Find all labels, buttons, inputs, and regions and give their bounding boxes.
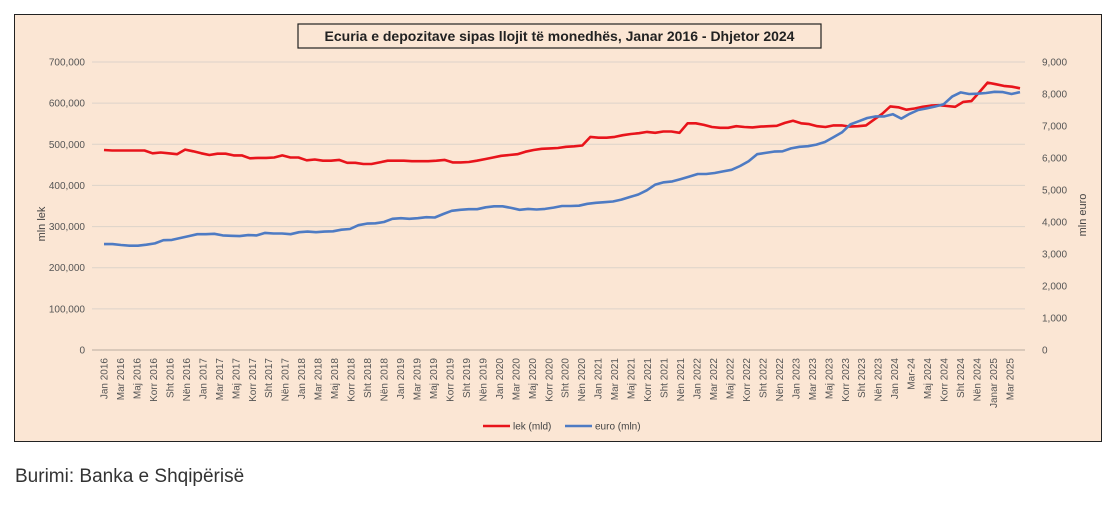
y-left-tick-label: 400,000 [49,181,86,192]
x-tick-label: Mar 2025 [1006,358,1017,401]
y-left-tick-label: 200,000 [49,263,86,274]
x-tick-label: Maj 2022 [725,358,736,400]
deposits-line-chart: Ecuria e depozitave sipas llojit të mone… [36,23,1089,433]
x-tick-label: Nën 2022 [775,358,786,402]
chart-title: Ecuria e depozitave sipas llojit të mone… [325,28,795,44]
y-axis-right: 0 1,000 2,000 3,000 4,000 5,000 6,000 7,000 8,00… [1042,58,1067,357]
x-tick-label: Mar 2020 [511,358,522,401]
x-tick-label: Mar 2022 [709,358,720,401]
x-tick-label: Mar-24 [907,358,918,390]
legend: lek (mld) euro (mln) [483,422,641,433]
x-tick-label: Janar 2025 [989,358,1000,408]
source-caption: Burimi: Banka e Shqipërisë [15,466,245,487]
y-right-tick-label: 8,000 [1042,90,1067,101]
x-tick-label: Sht 2017 [264,358,275,398]
x-tick-label: Maj 2017 [231,358,242,400]
x-tick-label: Korr 2020 [544,358,555,402]
x-tick-label: Jan 2020 [495,358,506,400]
x-tick-label: Mar 2016 [116,358,127,401]
x-tick-label: Sht 2022 [758,358,769,398]
y-axis-right-title: mln euro [1077,194,1089,237]
x-tick-label: Nën 2024 [973,358,984,402]
y-right-tick-label: 0 [1042,346,1048,357]
y-left-tick-label: 500,000 [49,140,86,151]
x-tick-label: Korr 2022 [742,358,753,402]
x-tick-label: Maj 2019 [429,358,440,400]
chart-title-box: Ecuria e depozitave sipas llojit të mone… [297,23,822,49]
x-tick-label: Sht 2020 [561,358,572,398]
x-tick-label: Jan 2021 [594,358,605,400]
x-tick-label: Nën 2016 [182,358,193,402]
x-tick-label: Maj 2024 [923,358,934,400]
x-tick-label: Mar 2021 [610,358,621,401]
x-tick-label: Nën 2020 [577,358,588,402]
y-left-tick-label: 300,000 [49,222,86,233]
x-tick-label: Sht 2024 [956,358,967,398]
y-right-tick-label: 4,000 [1042,218,1067,229]
y-right-tick-label: 5,000 [1042,186,1067,197]
x-tick-label: Maj 2020 [528,358,539,400]
x-tick-label: Jan 2019 [396,358,407,400]
series-line-euro [104,90,1021,247]
y-left-tick-label: 600,000 [49,99,86,110]
x-tick-label: Mar 2017 [215,358,226,401]
x-tick-label: Jan 2024 [890,358,901,400]
y-right-tick-label: 9,000 [1042,58,1067,69]
x-tick-label: Mar 2019 [412,358,423,401]
x-tick-label: Korr 2024 [940,358,951,402]
x-tick-label: Korr 2018 [347,358,358,402]
y-right-tick-label: 3,000 [1042,250,1067,261]
x-tick-label: Jan 2016 [100,358,111,400]
x-tick-label: Jan 2018 [297,358,308,400]
x-tick-label: Korr 2019 [445,358,456,402]
x-tick-label: Nën 2017 [281,358,292,402]
legend-label: lek (mld) [513,422,551,433]
x-tick-label: Mar 2018 [314,358,325,401]
gridlines [92,61,1025,351]
x-tick-label: Korr 2021 [643,358,654,402]
y-axis-left-title: mln lek [36,206,48,241]
series-line-lek [103,81,1021,166]
x-tick-label: Maj 2021 [627,358,638,400]
x-tick-label: Korr 2017 [248,358,259,402]
x-tick-label: Sht 2018 [363,358,374,398]
y-right-tick-label: 1,000 [1042,314,1067,325]
y-left-tick-label: 0 [79,346,85,357]
x-tick-label: Korr 2016 [149,358,160,402]
x-tick-label: Nën 2018 [380,358,391,402]
y-left-tick-label: 100,000 [49,304,86,315]
x-tick-label: Korr 2023 [841,358,852,402]
x-tick-label: Sht 2019 [462,358,473,398]
x-tick-label: Nën 2019 [478,358,489,402]
y-right-tick-label: 2,000 [1042,282,1067,293]
x-tick-label: Jan 2023 [791,358,802,400]
x-tick-label: Maj 2018 [330,358,341,400]
x-tick-label: Maj 2016 [132,358,143,400]
x-tick-label: Jan 2017 [198,358,209,400]
y-right-tick-label: 7,000 [1042,122,1067,133]
legend-label: euro (mln) [595,422,641,433]
x-tick-label: Sht 2016 [165,358,176,398]
chart-panel: Ecuria e depozitave sipas llojit të mone… [14,14,1102,442]
x-tick-label: Jan 2022 [693,358,704,400]
series-lines [103,81,1021,247]
x-tick-label: Sht 2021 [660,358,671,398]
x-tick-label: Mar 2023 [808,358,819,401]
x-tick-label: Sht 2023 [857,358,868,398]
x-axis: Jan 2016 Mar 2016 Maj 2016 Korr 2016 Sht 201… [100,358,1017,408]
title-border [297,23,822,49]
x-tick-label: Nën 2021 [676,358,687,402]
x-tick-label: Nën 2023 [874,358,885,402]
y-left-tick-label: 700,000 [49,58,86,69]
y-right-tick-label: 6,000 [1042,154,1067,165]
y-axis-left: 0 100,000 200,000 300,000 400,000 500,000 600,… [49,58,86,357]
x-tick-label: Maj 2023 [824,358,835,400]
